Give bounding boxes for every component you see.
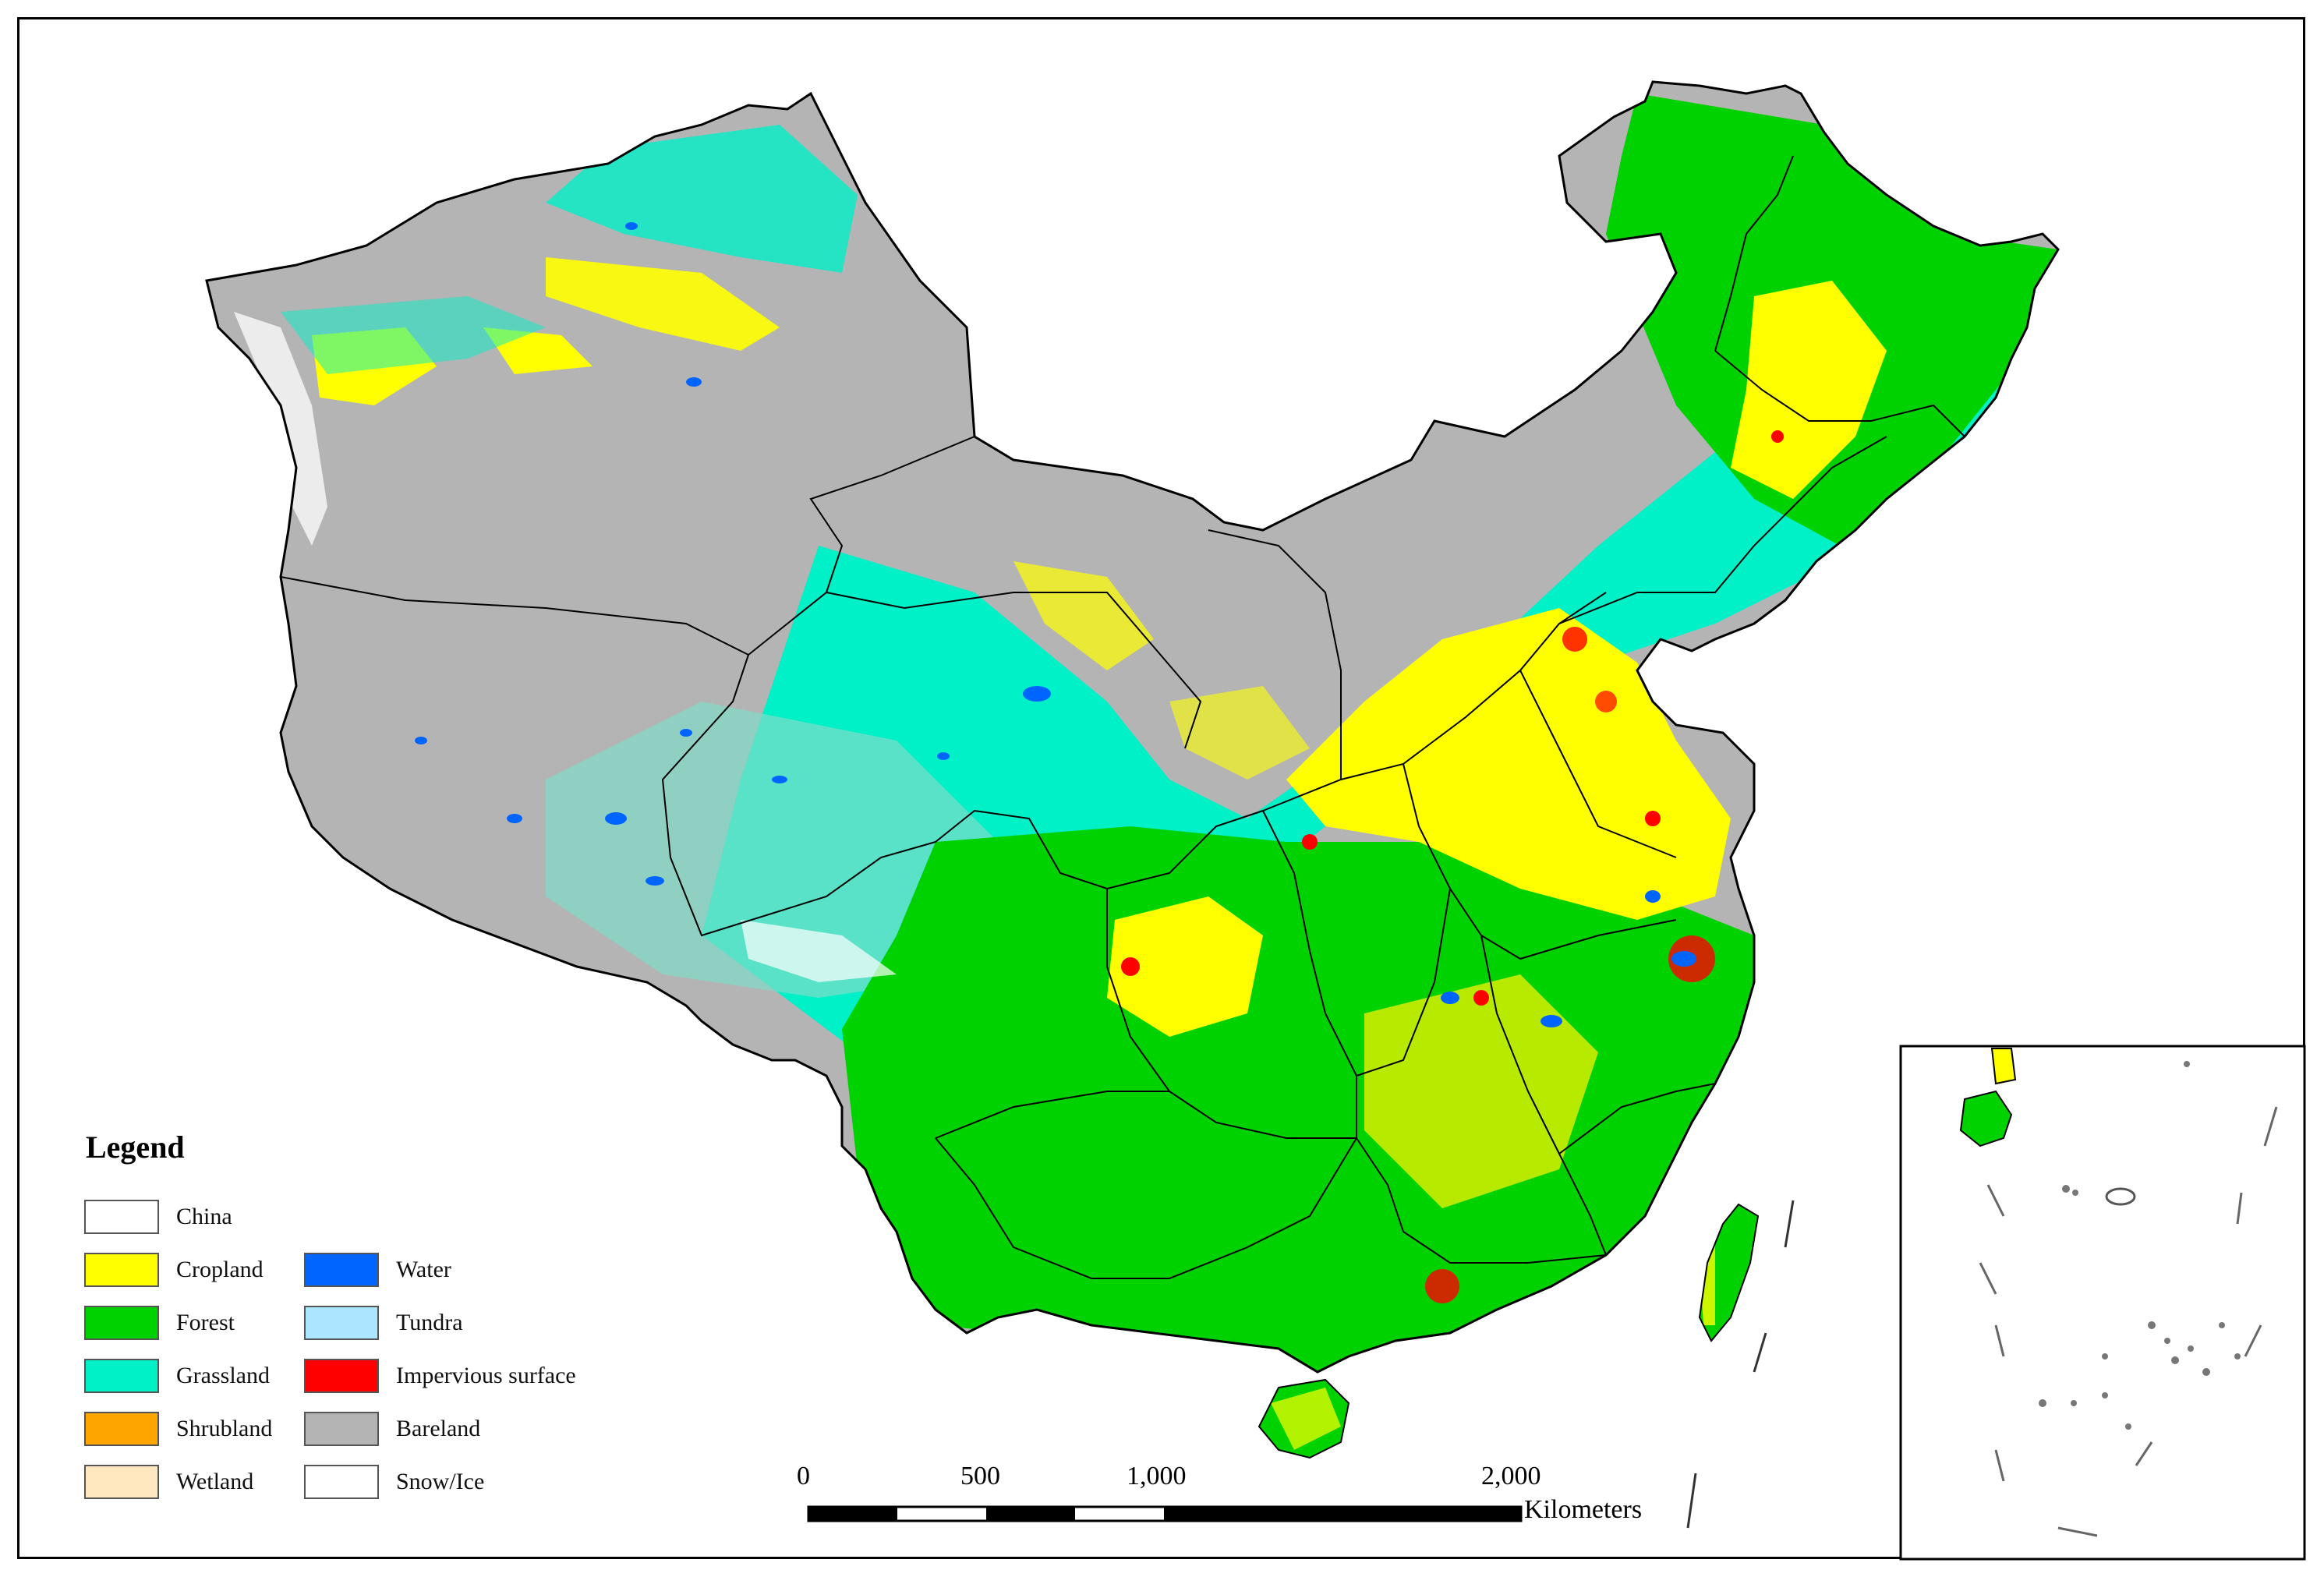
legend-label: Tundra <box>396 1310 463 1335</box>
legend-item-forest: Forest <box>84 1304 235 1342</box>
legend-item-cropland: Cropland <box>84 1251 264 1289</box>
scale-tick-0: 0 <box>797 1462 810 1490</box>
land-cover-layer <box>207 82 2058 1372</box>
province-boundaries <box>280 155 1965 1279</box>
legend-label: Cropland <box>176 1257 264 1282</box>
scale-bar <box>807 1505 1523 1522</box>
legend-swatch-shrubland <box>84 1412 159 1446</box>
scale-tick-2000: 2,000 <box>1481 1462 1541 1490</box>
legend-label: Wetland <box>176 1469 254 1494</box>
scale-tick-1000: 1,000 <box>1127 1462 1187 1490</box>
legend-item-impervious: Impervious surface <box>304 1357 576 1395</box>
legend-item-china: China <box>84 1198 232 1236</box>
hainan-island <box>1259 1380 1349 1458</box>
legend-label: Grassland <box>176 1363 270 1388</box>
legend-label: Water <box>396 1257 451 1282</box>
legend-item-water: Water <box>304 1251 451 1289</box>
legend-swatch-grassland <box>84 1359 159 1393</box>
south-china-sea-inset <box>1899 1045 2306 1561</box>
legend-label: China <box>176 1204 232 1229</box>
legend-swatch-bareland <box>304 1412 379 1446</box>
legend-swatch-snow-ice <box>304 1465 379 1499</box>
legend-item-grassland: Grassland <box>84 1357 270 1395</box>
scale-unit: Kilometers <box>1524 1495 1643 1524</box>
sea-boundary-marks <box>1686 1200 1795 1529</box>
legend-label: Impervious surface <box>396 1363 576 1388</box>
legend-swatch-water <box>304 1253 379 1287</box>
legend-item-snow-ice: Snow/Ice <box>304 1463 484 1501</box>
legend-swatch-tundra <box>304 1306 379 1340</box>
legend-swatch-wetland <box>84 1465 159 1499</box>
legend-item-tundra: Tundra <box>304 1304 463 1342</box>
scale-tick-500: 500 <box>960 1462 1000 1490</box>
legend-swatch-china <box>84 1200 159 1234</box>
legend-swatch-forest <box>84 1306 159 1340</box>
legend-label: Snow/Ice <box>396 1469 485 1494</box>
legend-item-shrubland: Shrubland <box>84 1410 272 1448</box>
legend-swatch-impervious <box>304 1359 379 1393</box>
legend-item-wetland: Wetland <box>84 1463 253 1501</box>
legend-label: Bareland <box>396 1416 481 1441</box>
legend-label: Forest <box>176 1310 235 1335</box>
legend-item-bareland: Bareland <box>304 1410 480 1448</box>
legend-label: Shrubland <box>176 1416 273 1441</box>
legend-swatch-cropland <box>84 1253 159 1287</box>
legend-title: Legend <box>86 1130 185 1165</box>
